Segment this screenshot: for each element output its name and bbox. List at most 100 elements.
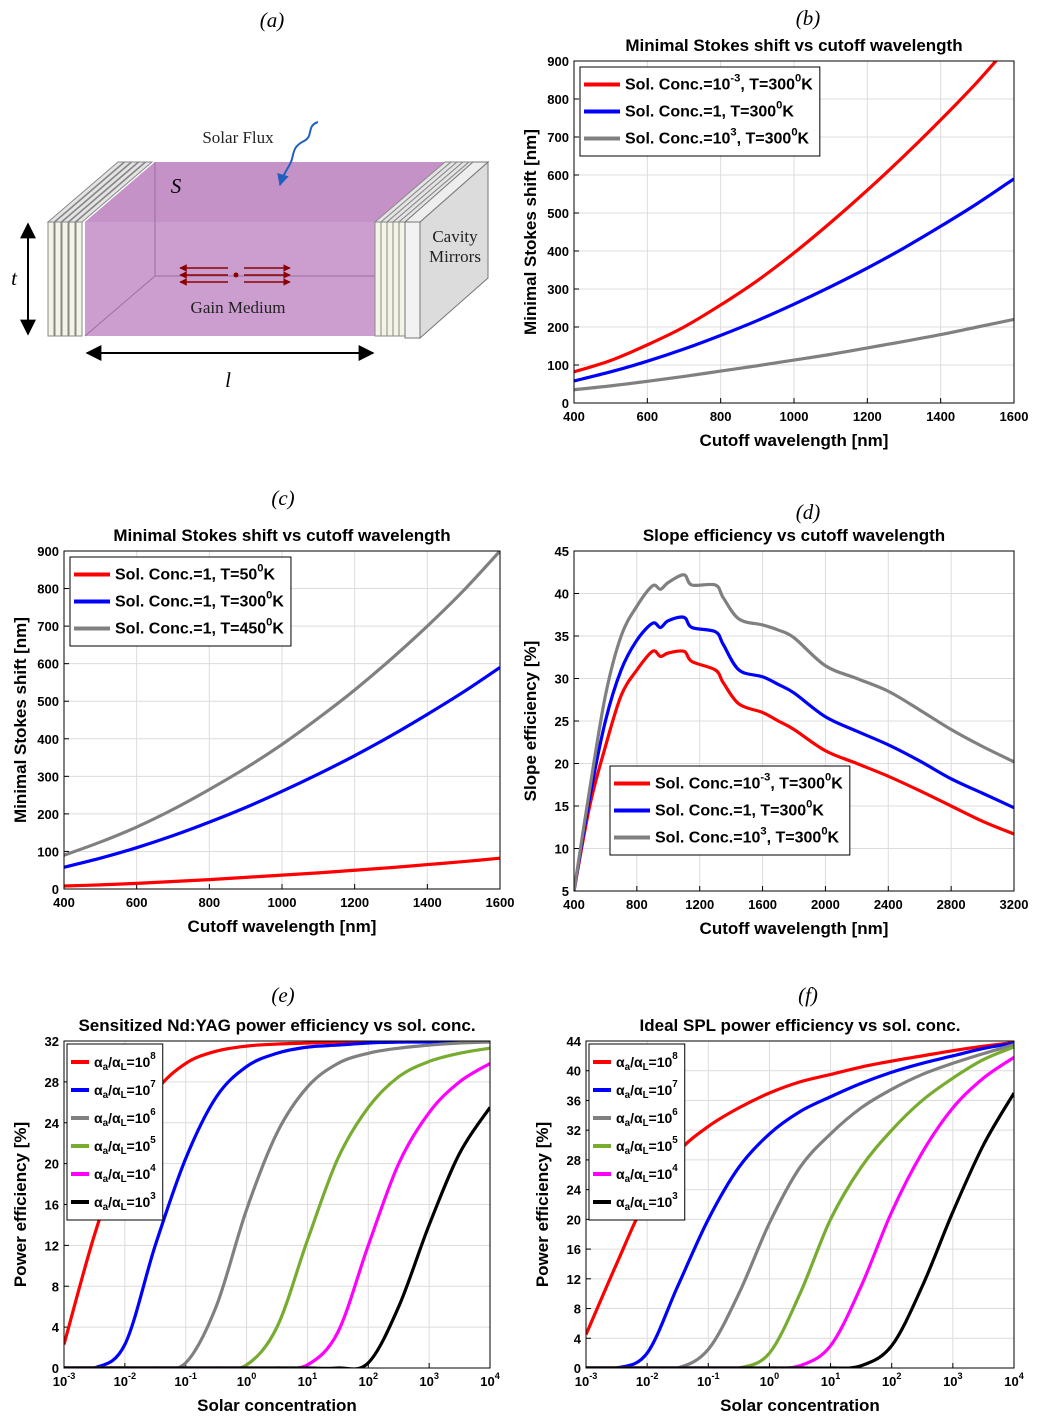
y-tick-label: 0 <box>574 1361 581 1376</box>
subscript: a <box>625 1202 631 1213</box>
text-run: 4 <box>574 1331 582 1346</box>
text-run: 12 <box>45 1238 59 1253</box>
x-tick-label: 1000 <box>780 409 809 424</box>
subscript: L <box>643 1202 649 1213</box>
series-line <box>586 1092 1014 1368</box>
text-run: 30 <box>555 671 569 686</box>
text-run: 2000 <box>811 897 840 912</box>
text-run: =10 <box>127 1166 151 1182</box>
y-tick-label: 12 <box>567 1271 581 1286</box>
text-run: α <box>616 1110 625 1126</box>
text-run: K <box>812 802 824 819</box>
text-run: 10 <box>1004 1374 1018 1389</box>
subscript: a <box>103 1118 109 1129</box>
mirror-front <box>404 221 421 339</box>
text-run: =10 <box>127 1110 151 1126</box>
y-tick-label: 200 <box>37 806 59 821</box>
panel-label: (d) <box>796 500 821 524</box>
text-run: 10 <box>237 1374 251 1389</box>
legend-label: Sol. Conc.=1, T=4500K <box>115 617 284 638</box>
chart-title: Minimal Stokes shift vs cutoff wavelengt… <box>625 36 962 55</box>
x-tick-label: 10-2 <box>114 1371 137 1389</box>
subscript: L <box>121 1062 127 1073</box>
series-line <box>64 1106 490 1368</box>
subscript: L <box>121 1146 127 1157</box>
subscript: a <box>625 1118 631 1129</box>
x-tick-label: 1400 <box>926 409 955 424</box>
axes-box <box>63 550 501 890</box>
text-run: 1600 <box>486 895 515 910</box>
text-run: 0 <box>52 1361 59 1376</box>
text-run: α <box>94 1166 103 1182</box>
superscript: 3 <box>672 1191 678 1202</box>
superscript: 0 <box>776 100 782 112</box>
legend: αa/αL=108αa/αL=107αa/αL=106αa/αL=105αa/α… <box>66 1043 164 1221</box>
y-tick-label: 900 <box>37 544 59 559</box>
text-run: Ideal SPL power efficiency vs sol. conc. <box>640 1016 961 1035</box>
text-run: =10 <box>649 1110 673 1126</box>
superscript: 0 <box>806 799 812 811</box>
legend-label: Sol. Conc.=1, T=500K <box>115 563 276 584</box>
y-tick-label: 20 <box>555 756 569 771</box>
y-tick-label: 0 <box>52 882 59 897</box>
superscript: 7 <box>150 1079 156 1090</box>
superscript: 2 <box>373 1371 378 1381</box>
y-axis-label: Power efficiency [%] <box>11 1122 30 1287</box>
subscript: a <box>625 1146 631 1157</box>
superscript: 6 <box>150 1107 156 1118</box>
subscript: L <box>121 1202 127 1213</box>
text-run: 4 <box>52 1320 60 1335</box>
y-tick-label: 200 <box>547 320 569 335</box>
text-run: 400 <box>547 244 569 259</box>
text-run: 1200 <box>340 895 369 910</box>
text-run: 10 <box>114 1374 128 1389</box>
text-run: 10 <box>480 1374 494 1389</box>
legend-label: αa/αL=103 <box>94 1191 156 1213</box>
y-tick-label: 40 <box>555 586 569 601</box>
superscript: 0 <box>795 73 801 85</box>
text-run: α <box>94 1138 103 1154</box>
text-run: 1400 <box>926 409 955 424</box>
text-run: 400 <box>53 895 75 910</box>
superscript: 3 <box>150 1191 156 1202</box>
text-run: =10 <box>127 1138 151 1154</box>
text-run: /α <box>630 1110 643 1126</box>
superscript: 4 <box>672 1163 678 1174</box>
x-tick-label: 103 <box>419 1371 439 1389</box>
x-tick-label: 100 <box>760 1371 780 1389</box>
x-tick-label: 10-2 <box>636 1371 659 1389</box>
text-run: α <box>94 1110 103 1126</box>
y-tick-label: 900 <box>547 54 569 69</box>
text-run: 300 <box>37 769 59 784</box>
text-run: /α <box>108 1194 121 1210</box>
x-tick-label: 1600 <box>1000 409 1029 424</box>
text-run: Minimal Stokes shift [nm] <box>11 617 30 823</box>
axes-box <box>63 1040 491 1369</box>
text-run: 5 <box>562 884 569 899</box>
text-run: 10 <box>697 1374 711 1389</box>
text-run: =10 <box>127 1054 151 1070</box>
text-run: 400 <box>563 409 585 424</box>
text-run: K <box>831 775 843 792</box>
x-axis-label: Cutoff wavelength [nm] <box>188 917 377 936</box>
x-tick-label: 104 <box>480 1371 500 1389</box>
y-tick-label: 30 <box>555 671 569 686</box>
text-run: Sol. Conc.=10 <box>655 775 760 792</box>
thickness-label: t <box>11 266 18 290</box>
subscript: a <box>625 1090 631 1101</box>
plate-front <box>374 221 382 337</box>
y-axis-label: Slope efficiency [%] <box>521 641 540 802</box>
x-tick-label: 102 <box>359 1371 379 1389</box>
series-line <box>574 177 1014 383</box>
text-run: 10 <box>174 1374 188 1389</box>
x-tick-label: 2000 <box>811 897 840 912</box>
legend-label: αa/αL=106 <box>94 1107 156 1129</box>
plate-front <box>398 221 406 337</box>
text-run: (b) <box>796 6 821 30</box>
text-run: 600 <box>126 895 148 910</box>
series-line <box>64 551 500 857</box>
y-tick-label: 100 <box>547 358 569 373</box>
text-run: 36 <box>567 1093 581 1108</box>
text-run: 20 <box>45 1156 59 1171</box>
legend-label: αa/αL=104 <box>616 1163 678 1185</box>
